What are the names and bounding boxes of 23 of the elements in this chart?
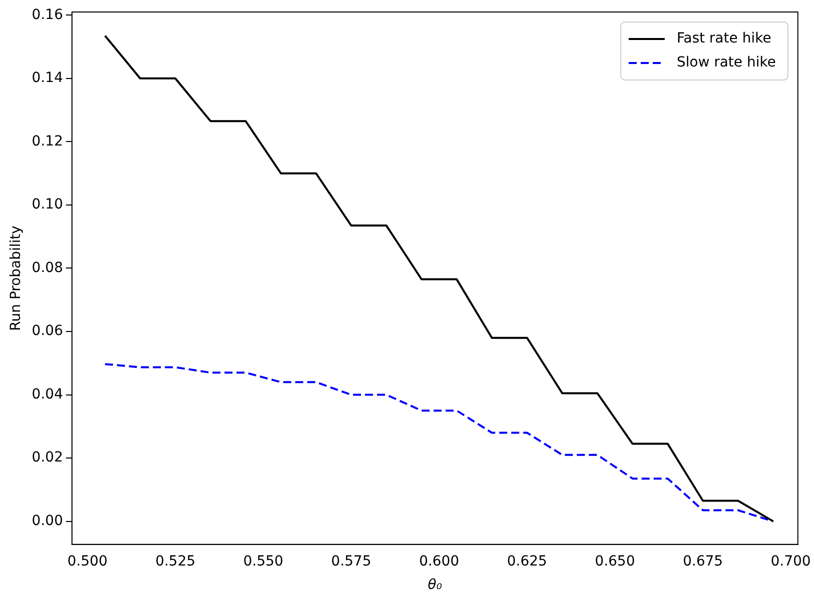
x-tick-label: 0.500 [67,553,108,570]
y-tick-label: 0.02 [32,450,63,466]
y-tick-label: 0.00 [32,512,63,529]
legend-label: Fast rate hike [676,30,772,47]
y-tick-label: 0.14 [32,70,64,86]
x-tick-label: 0.650 [594,553,636,570]
y-tick-label: 0.12 [32,133,63,150]
x-tick-label: 0.700 [770,553,811,570]
y-tick-label: 0.10 [32,196,63,213]
x-tick-label: 0.525 [155,553,196,570]
x-tick-label: 0.675 [682,553,723,570]
line-series [104,363,774,522]
y-tick-label: 0.06 [32,323,64,340]
x-tick-label: 0.550 [243,553,284,570]
legend-label: Slow rate hike [676,54,776,71]
x-axis-title: θ₀ [428,577,442,594]
y-tick-label: 0.08 [32,260,63,276]
y-tick-label: 0.04 [32,386,64,402]
x-tick-label: 0.625 [507,553,548,570]
y-tick-label: 0.16 [32,6,64,23]
y-axis-title: Run Probability [8,226,24,331]
x-tick-label: 0.575 [331,553,372,570]
x-tick-label: 0.600 [419,553,460,570]
